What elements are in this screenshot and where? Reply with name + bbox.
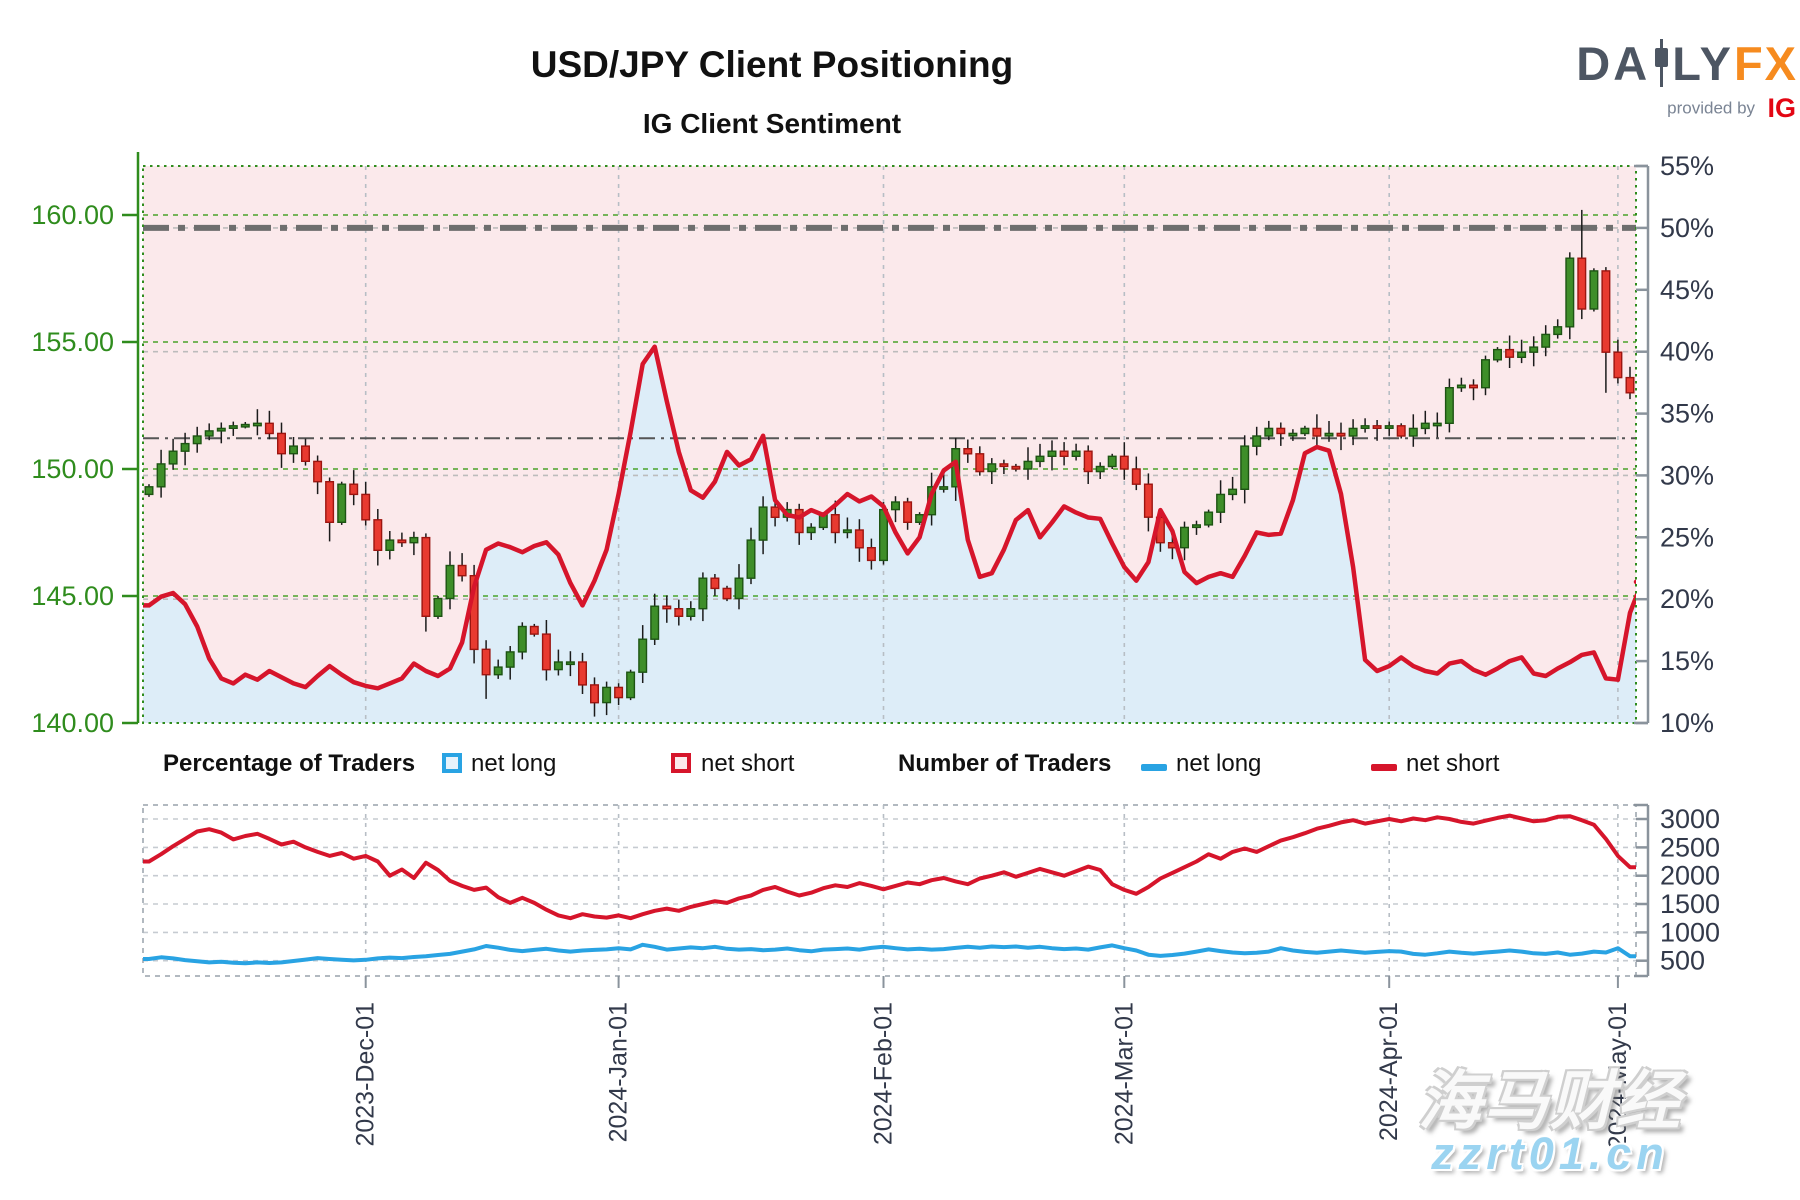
lower-gridlines bbox=[143, 805, 1636, 976]
price-axis: 160.00 155.00 150.00 145.00 140.00 bbox=[31, 152, 140, 738]
candlestick-icon bbox=[1653, 39, 1669, 87]
legend-net-short-pct: net short bbox=[701, 750, 795, 777]
svg-text:2024-Mar-01: 2024-Mar-01 bbox=[1110, 1002, 1138, 1145]
svg-text:2000: 2000 bbox=[1660, 861, 1720, 891]
candlestick-series bbox=[144, 209, 1635, 717]
svg-text:2500: 2500 bbox=[1660, 832, 1720, 862]
legend-number-of-traders: Number of Traders bbox=[898, 750, 1112, 777]
main-plot-border bbox=[142, 165, 1637, 724]
svg-text:45%: 45% bbox=[1660, 275, 1714, 305]
legend-percentage-of-traders: Percentage of Traders bbox=[163, 750, 416, 777]
svg-text:2024-May-01: 2024-May-01 bbox=[1604, 1002, 1632, 1149]
reference-lines bbox=[143, 224, 1636, 440]
provided-by-row: provided by IG bbox=[1528, 93, 1798, 124]
svg-text:30%: 30% bbox=[1660, 460, 1714, 490]
svg-text:145.00: 145.00 bbox=[31, 581, 114, 611]
svg-text:2024-Jan-01: 2024-Jan-01 bbox=[605, 1002, 633, 1142]
svg-text:10%: 10% bbox=[1660, 708, 1714, 738]
net-long-line-swatch bbox=[1141, 764, 1167, 771]
traders-net-short-line bbox=[143, 813, 1636, 921]
svg-text:2024-Apr-01: 2024-Apr-01 bbox=[1375, 1002, 1403, 1141]
svg-text:20%: 20% bbox=[1660, 584, 1714, 614]
svg-text:500: 500 bbox=[1660, 946, 1705, 976]
watermark-chinese: 海马财经 bbox=[1418, 1065, 1682, 1137]
svg-text:160.00: 160.00 bbox=[31, 200, 114, 230]
watermark-url: zzrt01.cn bbox=[1431, 1128, 1669, 1179]
svg-text:155.00: 155.00 bbox=[31, 327, 114, 357]
logo-text-ly: LY bbox=[1672, 36, 1734, 90]
svg-text:2023-Dec-01: 2023-Dec-01 bbox=[352, 1002, 380, 1147]
sentiment-fill-areas bbox=[143, 166, 1636, 723]
svg-text:55%: 55% bbox=[1660, 151, 1714, 181]
logo-text-da: DA bbox=[1576, 36, 1651, 90]
legend-net-short-count: net short bbox=[1406, 750, 1500, 777]
svg-text:25%: 25% bbox=[1660, 522, 1714, 552]
svg-text:3000: 3000 bbox=[1660, 804, 1720, 834]
svg-text:150.00: 150.00 bbox=[31, 454, 114, 484]
chart-subtitle: IG Client Sentiment bbox=[642, 108, 902, 139]
svg-text:1500: 1500 bbox=[1660, 889, 1720, 919]
svg-text:35%: 35% bbox=[1660, 399, 1714, 429]
net-short-square-swatch bbox=[671, 753, 691, 773]
legend-net-long-count: net long bbox=[1176, 750, 1262, 777]
date-axis-labels: 2023-Dec-01 2024-Jan-01 2024-Feb-01 2024-Ma… bbox=[352, 976, 1632, 1149]
svg-text:15%: 15% bbox=[1660, 646, 1714, 676]
svg-text:50%: 50% bbox=[1660, 213, 1714, 243]
dailyfx-wordmark: DA LY FX bbox=[1528, 36, 1798, 90]
net-short-line-swatch bbox=[1371, 764, 1397, 771]
ig-logo: IG bbox=[1767, 93, 1796, 123]
percent-axis: 55% 50% 45% 40% 35% 30% 25% 20% 15% 10% bbox=[1634, 151, 1714, 738]
svg-text:40%: 40% bbox=[1660, 337, 1714, 367]
net-long-square-swatch bbox=[442, 753, 462, 773]
svg-text:2024-Feb-01: 2024-Feb-01 bbox=[870, 1002, 898, 1145]
svg-text:140.00: 140.00 bbox=[31, 708, 114, 738]
lower-plot-border bbox=[142, 804, 1637, 977]
traders-net-long-line bbox=[143, 942, 1636, 966]
main-gridlines bbox=[143, 166, 1636, 723]
svg-text:1000: 1000 bbox=[1660, 917, 1720, 947]
provided-by-label: provided by bbox=[1667, 98, 1756, 118]
logo-text-fx: FX bbox=[1733, 36, 1798, 90]
page-title: USD/JPY Client Positioning bbox=[530, 44, 1014, 85]
dailyfx-logo: DA LY FX provided by IG bbox=[1528, 36, 1798, 124]
legend-net-long-pct: net long bbox=[471, 750, 557, 777]
net-short-percent-line bbox=[143, 344, 1636, 691]
